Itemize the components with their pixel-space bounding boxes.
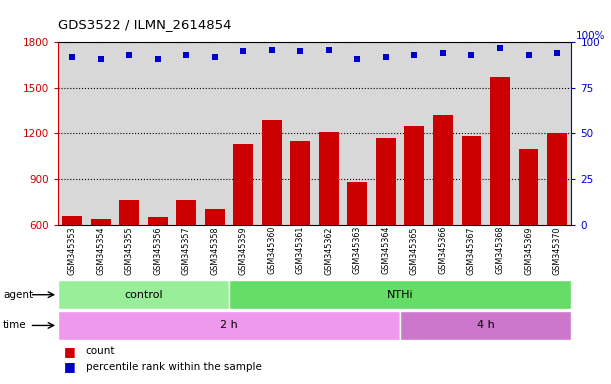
Text: ■: ■ [64,360,76,373]
Point [125,52,134,58]
Point [267,46,277,53]
Bar [461,136,481,316]
Point [495,45,505,51]
Text: percentile rank within the sample: percentile rank within the sample [86,362,262,372]
Text: GDS3522 / ILMN_2614854: GDS3522 / ILMN_2614854 [58,18,232,31]
Bar [262,120,282,316]
Bar [91,219,111,316]
Point [381,54,391,60]
Text: count: count [86,346,115,356]
Point [409,52,419,58]
Bar [490,77,510,316]
Bar [148,217,168,316]
Bar [404,126,425,316]
Bar [233,144,254,316]
Bar [376,138,396,316]
Text: control: control [124,290,163,300]
Point [552,50,562,56]
Text: 100%: 100% [576,31,605,41]
Text: 2 h: 2 h [220,320,238,331]
Point [438,50,448,56]
Bar [177,200,196,316]
Bar [433,115,453,316]
Bar [547,134,567,316]
Text: 4 h: 4 h [477,320,495,331]
Text: NTHi: NTHi [387,290,414,300]
Point [296,48,306,55]
Point [353,56,362,62]
Bar [319,132,339,316]
Bar [58,280,229,309]
Point [153,56,163,62]
Bar [62,215,82,316]
Bar [400,311,571,340]
Point [467,52,477,58]
Text: ■: ■ [64,345,76,358]
Point [67,54,77,60]
Point [324,46,334,53]
Point [210,54,220,60]
Bar [519,149,538,316]
Bar [229,280,571,309]
Text: time: time [3,320,27,331]
Point [238,48,248,55]
Point [96,56,106,62]
Point [524,52,533,58]
Bar [119,200,139,316]
Text: agent: agent [3,290,33,300]
Bar [348,182,367,316]
Bar [290,141,310,316]
Bar [58,311,400,340]
Point [181,52,191,58]
Bar [205,209,225,316]
